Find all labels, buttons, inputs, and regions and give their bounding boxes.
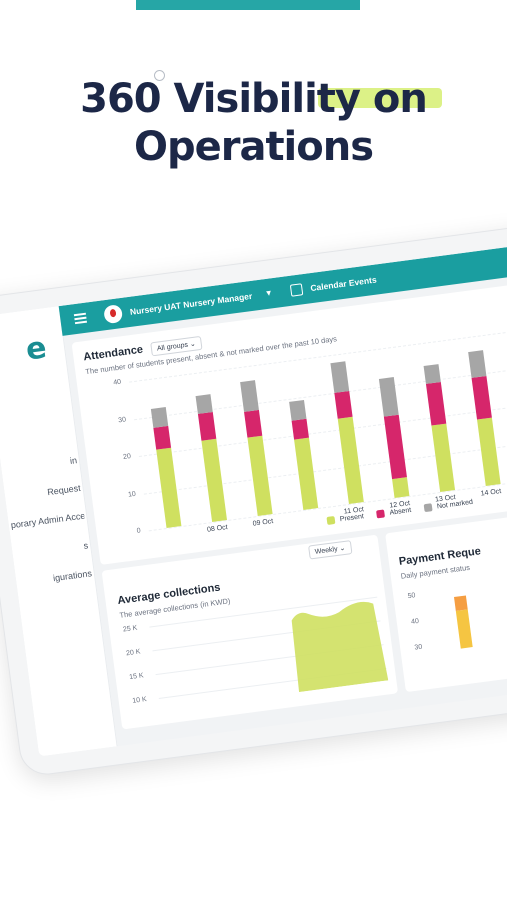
tablet-screen: e in Request porary Admin Access s igura…	[0, 237, 507, 757]
collections-area-chart	[149, 596, 389, 699]
headline-line-2: Operations	[133, 124, 374, 170]
headline-highlight	[318, 88, 442, 108]
legend-swatch-absent	[376, 509, 386, 519]
sidebar-item[interactable]: s	[83, 540, 89, 551]
payment-ytick: 50	[407, 592, 416, 601]
legend-swatch-not-marked	[423, 503, 433, 513]
calendar-events-link[interactable]: Calendar Events	[309, 274, 378, 294]
attendance-bar-not-marked[interactable]	[289, 400, 307, 421]
headline-dot	[154, 70, 165, 81]
attendance-ytick: 0	[136, 527, 142, 535]
collections-gridline	[149, 596, 378, 628]
sidebar-item[interactable]: igurations	[52, 568, 93, 584]
top-accent-bar	[136, 0, 360, 10]
period-dropdown[interactable]: Weekly ⌄	[308, 540, 353, 560]
attendance-bar-not-marked[interactable]	[468, 350, 487, 379]
attendance-bar-present[interactable]	[431, 423, 456, 492]
collections-ytick: 15 K	[128, 672, 145, 682]
attendance-bar-not-marked[interactable]	[150, 407, 169, 428]
attendance-ytick: 30	[117, 415, 127, 424]
period-label: Weekly	[314, 545, 339, 556]
attendance-gridline	[133, 358, 507, 420]
payment-requests-card: Payment Reque Daily payment status 50 40…	[385, 502, 507, 693]
payment-ytick: 30	[414, 643, 423, 652]
sidebar-item[interactable]: in	[69, 455, 78, 466]
nursery-selector[interactable]: Nursery UAT Nursery Manager	[129, 290, 253, 317]
attendance-bar-not-marked[interactable]	[423, 363, 441, 385]
collections-card: Weekly ⌄ Average collections The average…	[101, 534, 399, 730]
attendance-bar-absent[interactable]	[334, 390, 353, 419]
collections-ytick: 20 K	[125, 648, 141, 658]
attendance-bar-present[interactable]	[294, 437, 319, 510]
attendance-bar-present[interactable]	[392, 477, 410, 498]
attendance-bar-absent[interactable]	[383, 414, 407, 480]
calendar-icon[interactable]	[289, 283, 304, 297]
nursery-avatar	[103, 304, 124, 325]
tablet-frame: e in Request porary Admin Access s igura…	[0, 218, 507, 778]
collections-ytick: 25 K	[122, 624, 138, 634]
headline-line-1: 360 Visibility on	[80, 76, 428, 122]
attendance-bar-not-marked[interactable]	[240, 380, 259, 412]
collections-area	[291, 601, 389, 693]
attendance-xtick: 14 Oct	[480, 488, 502, 498]
payment-bar	[455, 609, 473, 649]
chevron-down-icon: ⌄	[339, 544, 346, 553]
attendance-bar-present[interactable]	[337, 416, 364, 504]
attendance-bar-absent[interactable]	[153, 425, 172, 450]
attendance-bar-not-marked[interactable]	[195, 393, 213, 415]
hamburger-menu-icon[interactable]	[73, 312, 87, 324]
attendance-ytick: 40	[112, 378, 122, 387]
attendance-ytick: 10	[127, 490, 137, 499]
attendance-ytick: 20	[122, 453, 132, 462]
attendance-bar-present[interactable]	[201, 438, 228, 522]
sidebar-item[interactable]: Request	[46, 482, 82, 498]
attendance-bar-not-marked[interactable]	[330, 360, 350, 393]
attendance-bar-absent[interactable]	[197, 412, 217, 441]
sidebar-item[interactable]: porary Admin Access	[10, 510, 85, 531]
attendance-bar-absent[interactable]	[244, 409, 263, 438]
payment-ytick: 40	[410, 617, 420, 626]
attendance-xtick: 08 Oct	[206, 524, 229, 534]
main-area: Nursery UAT Nursery Manager ▼ Calendar E…	[58, 237, 507, 747]
attendance-gridline	[129, 321, 507, 383]
attendance-bar-not-marked[interactable]	[378, 377, 399, 417]
app-logo: e	[23, 330, 49, 368]
collections-ytick: 10 K	[132, 696, 148, 705]
chevron-down-icon[interactable]: ▼	[264, 288, 274, 299]
attendance-bar-present[interactable]	[476, 417, 501, 486]
legend-swatch-present	[326, 515, 336, 525]
attendance-bar-absent[interactable]	[291, 418, 309, 440]
attendance-xtick: 09 Oct	[252, 518, 274, 528]
attendance-gridline	[138, 395, 507, 457]
